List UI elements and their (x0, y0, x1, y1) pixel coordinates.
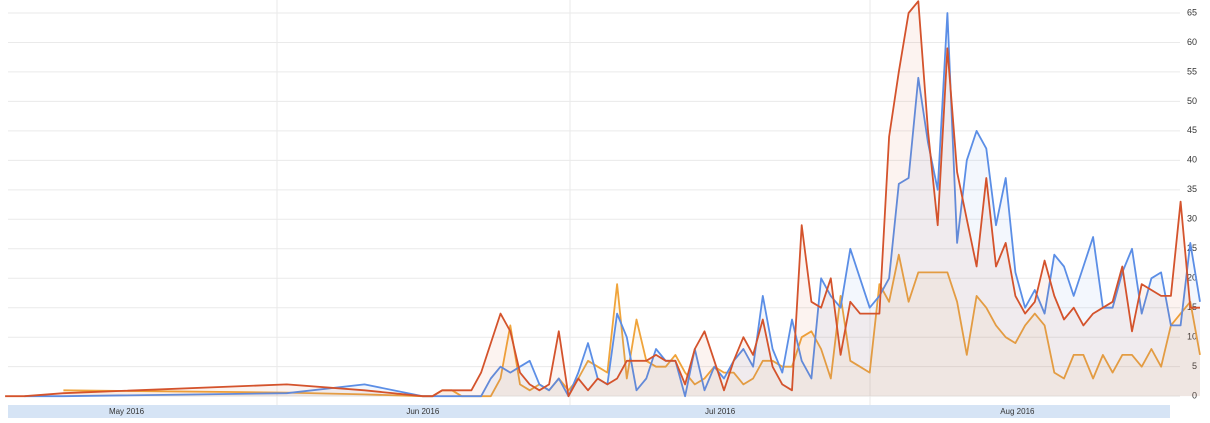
y-tick-label: 0 (1192, 391, 1197, 401)
series-area (63, 254, 1200, 397)
y-tick-label: 35 (1187, 184, 1197, 194)
series-line (63, 253, 1201, 398)
series-line (5, 0, 1200, 398)
series-area (5, 1, 1201, 397)
y-tick-label: 30 (1187, 214, 1197, 224)
x-axis-band (8, 405, 1170, 418)
y-tick-label: 50 (1187, 96, 1197, 106)
y-tick-label: 40 (1187, 155, 1197, 165)
y-tick-label: 10 (1187, 332, 1197, 342)
x-tick-label: May 2016 (109, 407, 145, 416)
x-tick-label: Aug 2016 (1000, 407, 1035, 416)
x-tick-label: Jun 2016 (406, 407, 439, 416)
y-tick-label: 20 (1187, 273, 1197, 283)
y-tick-label: 60 (1187, 37, 1197, 47)
y-tick-label: 55 (1187, 66, 1197, 76)
series-area (24, 13, 1200, 397)
x-tick-label: Jul 2016 (705, 407, 736, 416)
y-tick-label: 65 (1187, 7, 1197, 17)
series-line (24, 12, 1201, 398)
y-tick-label: 45 (1187, 125, 1197, 135)
y-tick-label: 5 (1192, 361, 1197, 371)
